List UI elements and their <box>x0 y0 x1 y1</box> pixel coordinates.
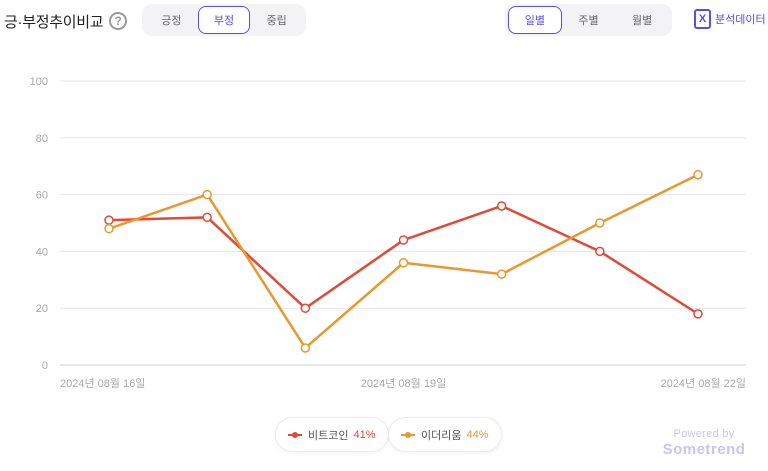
analysis-data-label: 분석데이터 <box>715 14 766 26</box>
help-icon[interactable]: ? <box>109 12 128 30</box>
legend-ethereum-marker <box>401 430 415 440</box>
powered-by-text: Powered by <box>673 428 735 440</box>
sometrend-logo: Sometrend <box>662 441 746 458</box>
data-point-0-6 <box>693 309 703 319</box>
powered-by-watermark: Powered by Sometrend <box>656 428 752 458</box>
data-point-0-1 <box>202 212 212 223</box>
x-tick-label: 2024년 08월 19일 <box>361 376 446 390</box>
tab-neutral[interactable]: 중립 <box>266 15 287 27</box>
y-tick-label: 100 <box>30 76 48 88</box>
data-point-0-0 <box>104 215 114 225</box>
y-tick-label: 0 <box>42 360 48 372</box>
data-point-1-2 <box>300 343 311 353</box>
data-point-1-6 <box>693 169 703 180</box>
y-tick-label: 40 <box>36 246 48 258</box>
data-point-1-3 <box>398 258 409 268</box>
y-tick-label: 60 <box>36 190 48 202</box>
tab-daily[interactable]: 일별 <box>508 6 562 34</box>
tab-positive[interactable]: 긍정 <box>161 15 182 27</box>
period-toggle: 일별 주별 월별 <box>505 4 672 36</box>
chart-header: 긍·부정추이비교 ? <box>4 10 128 32</box>
data-point-0-3 <box>398 235 409 245</box>
page-title: 긍·부정추이비교 <box>4 13 104 31</box>
data-point-0-2 <box>300 303 311 313</box>
data-point-0-5 <box>595 246 605 257</box>
tab-monthly[interactable]: 월별 <box>632 15 653 27</box>
data-point-1-1 <box>202 189 212 200</box>
data-point-1-4 <box>496 269 507 279</box>
line-chart: 0 20 40 60 80 100 2024년 08월 16일 2024년 08월 19일 20… <box>30 76 746 390</box>
tab-weekly[interactable]: 주별 <box>578 15 599 27</box>
x-tick-label: 2024년 08월 16일 <box>60 376 145 390</box>
analysis-data-button[interactable]: X 분석데이터 <box>694 9 766 29</box>
data-point-1-5 <box>595 218 605 228</box>
legend-bitcoin-percent: 41% <box>353 428 376 441</box>
legend-bitcoin-label: 비트코인 <box>308 429 349 442</box>
legend-ethereum[interactable]: 이더리움 44% <box>388 417 502 452</box>
sentiment-toggle: 긍정 부정 중립 <box>142 4 306 36</box>
data-point-0-4 <box>496 201 507 211</box>
legend-bitcoin[interactable]: 비트코인 41% <box>275 417 389 452</box>
y-tick-label: 20 <box>36 303 48 315</box>
data-point-1-0 <box>104 223 114 234</box>
excel-icon: X <box>694 9 711 29</box>
x-tick-label: 2024년 08월 22일 <box>661 376 746 390</box>
legend-ethereum-label: 이더리움 <box>421 429 462 442</box>
legend-bitcoin-marker <box>288 430 302 440</box>
legend-ethereum-percent: 44% <box>466 428 489 441</box>
tab-negative[interactable]: 부정 <box>197 6 251 34</box>
y-tick-label: 80 <box>36 133 48 145</box>
